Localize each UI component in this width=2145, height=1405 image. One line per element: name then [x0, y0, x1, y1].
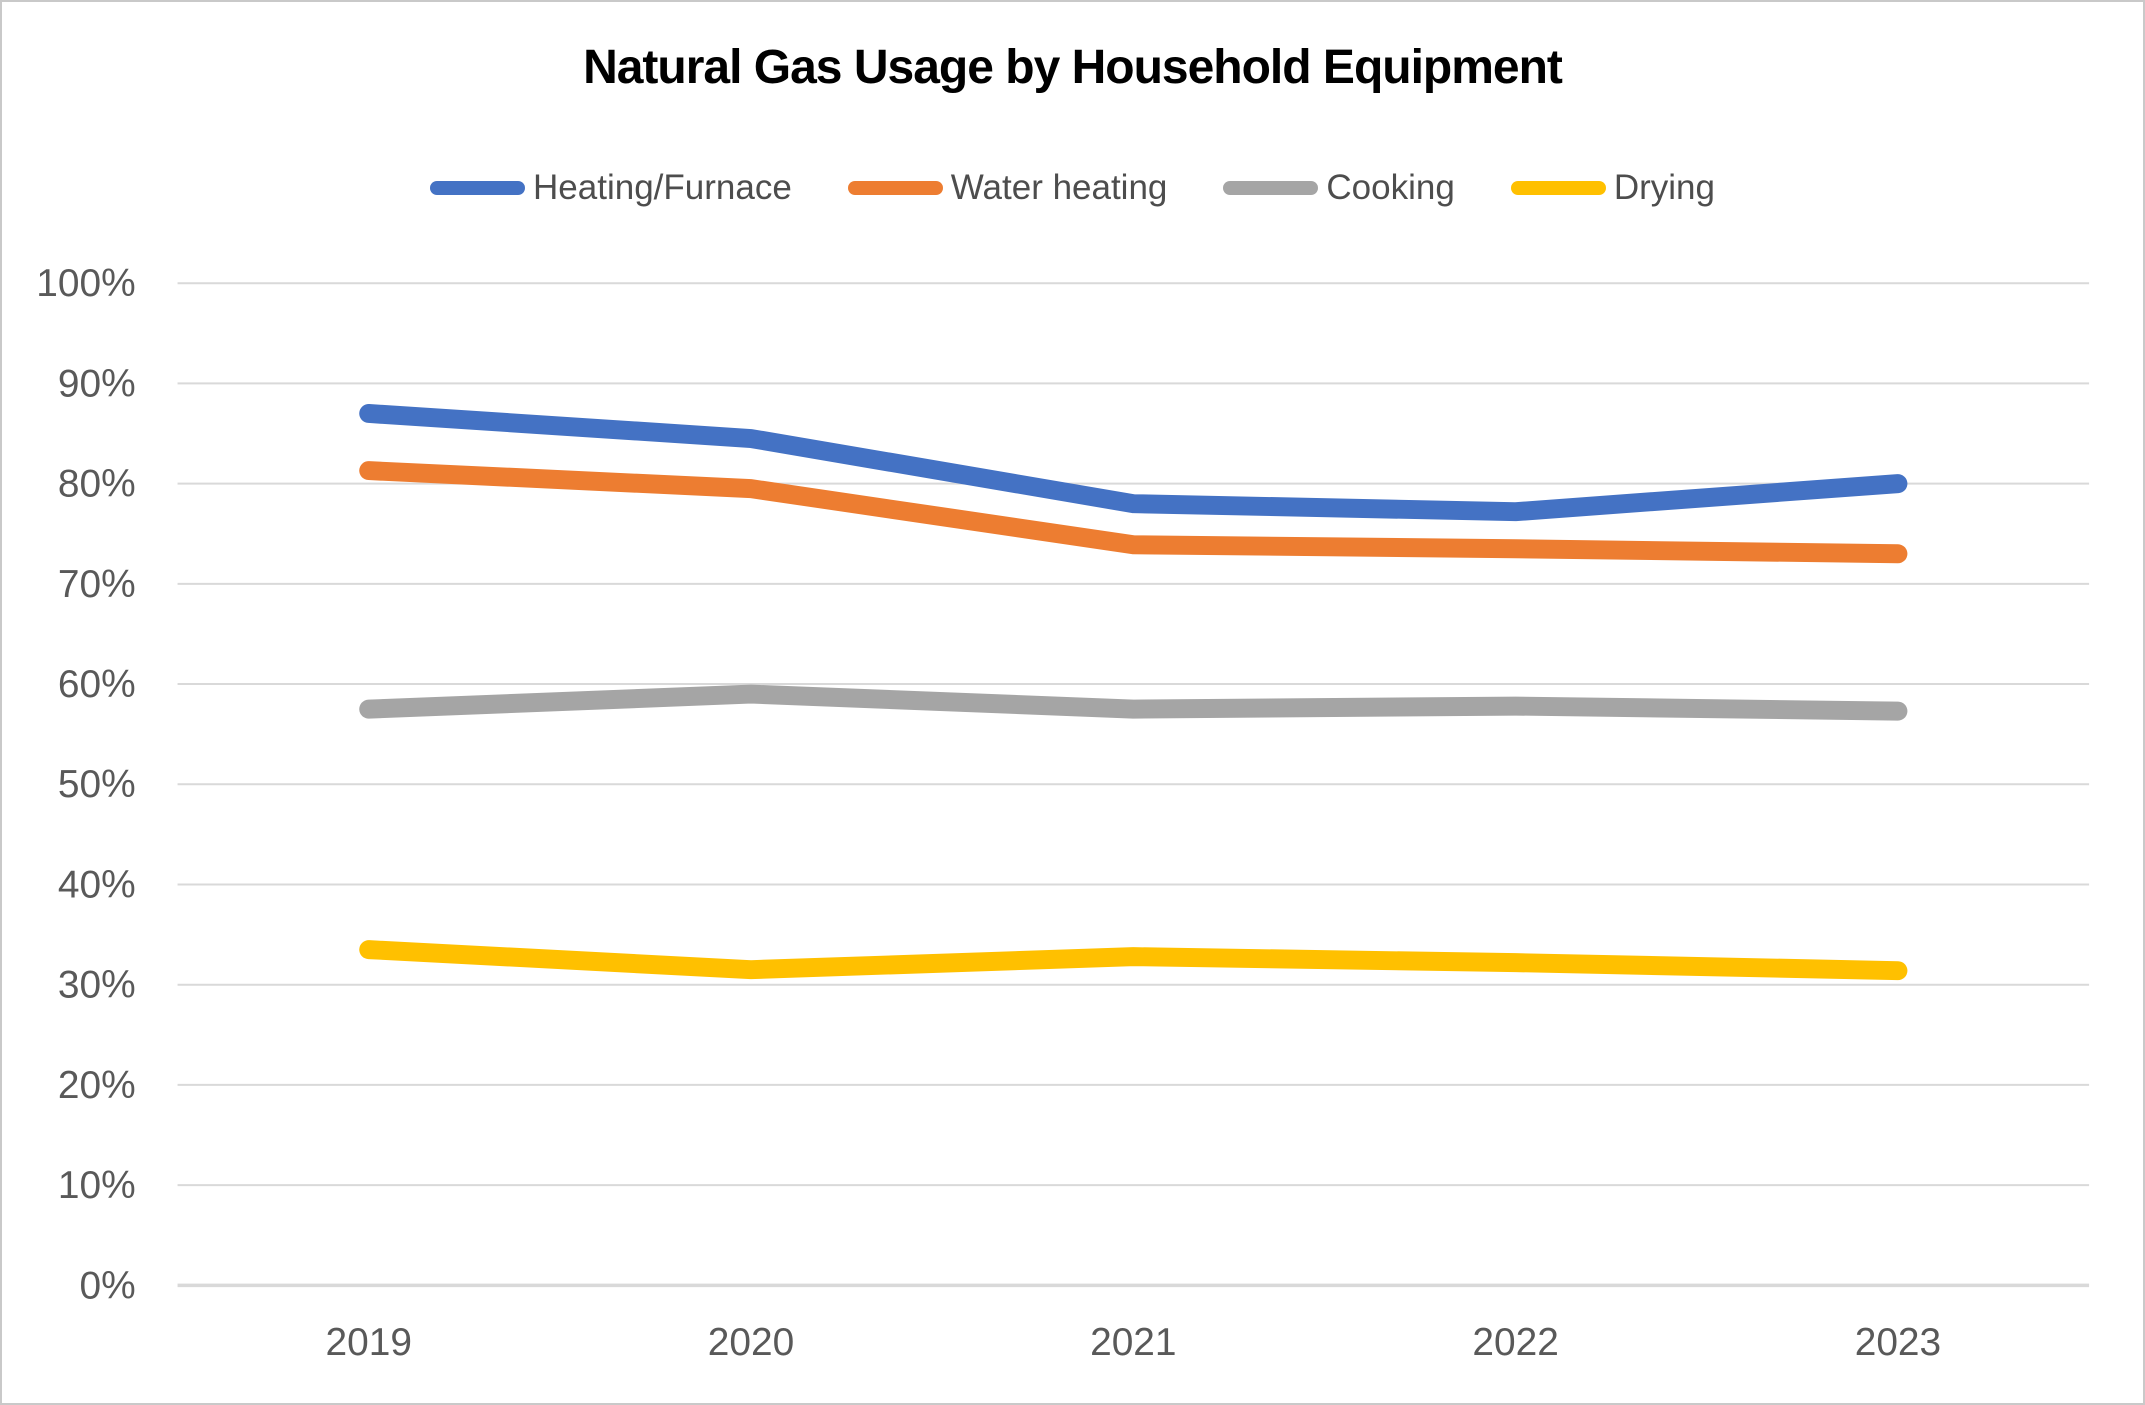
- y-axis-tick-label: 0%: [79, 1264, 135, 1307]
- legend-item-drying: Drying: [1510, 168, 1715, 208]
- y-axis-tick-label: 100%: [36, 262, 135, 305]
- legend-swatch-drying-icon: [1510, 181, 1606, 195]
- y-axis-tick-label: 60%: [58, 663, 136, 706]
- legend-label: Water heating: [950, 168, 1168, 207]
- y-axis-tick-label: 10%: [58, 1164, 136, 1207]
- series-line-cooking: [359, 684, 1908, 721]
- x-axis-tick-label: 2019: [325, 1321, 411, 1364]
- legend-label: Cooking: [1326, 168, 1455, 207]
- legend: Heating/Furnace Water heating Cooking Dr…: [2, 168, 2143, 208]
- legend-label: Heating/Furnace: [533, 168, 792, 207]
- x-axis-tick-label: 2021: [1090, 1321, 1176, 1364]
- legend-item-heating-furnace: Heating/Furnace: [430, 168, 792, 208]
- series-line-drying: [359, 940, 1908, 981]
- legend-item-water-heating: Water heating: [847, 168, 1168, 208]
- y-axis-tick-label: 80%: [58, 463, 136, 506]
- series-line-water-heating: [359, 461, 1908, 564]
- chart-title: Natural Gas Usage by Household Equipment: [583, 41, 1563, 94]
- x-axis-tick-label: 2023: [1855, 1321, 1941, 1364]
- x-axis-tick-label: 2022: [1472, 1321, 1558, 1364]
- legend-swatch-cooking-icon: [1223, 181, 1319, 195]
- legend-item-cooking: Cooking: [1223, 168, 1455, 208]
- y-axis-tick-label: 70%: [58, 563, 136, 606]
- y-axis-tick-label: 40%: [58, 863, 136, 906]
- series-line-heating-furnace: [359, 404, 1908, 522]
- y-axis-tick-label: 20%: [58, 1064, 136, 1107]
- x-axis-tick-label: 2020: [708, 1321, 794, 1364]
- y-axis-tick-label: 50%: [58, 763, 136, 806]
- y-axis-tick-label: 30%: [58, 964, 136, 1007]
- legend-label: Drying: [1613, 168, 1715, 207]
- legend-swatch-heating-furnace-icon: [430, 181, 526, 195]
- y-axis-tick-label: 90%: [58, 362, 136, 405]
- legend-swatch-water-heating-icon: [847, 181, 943, 195]
